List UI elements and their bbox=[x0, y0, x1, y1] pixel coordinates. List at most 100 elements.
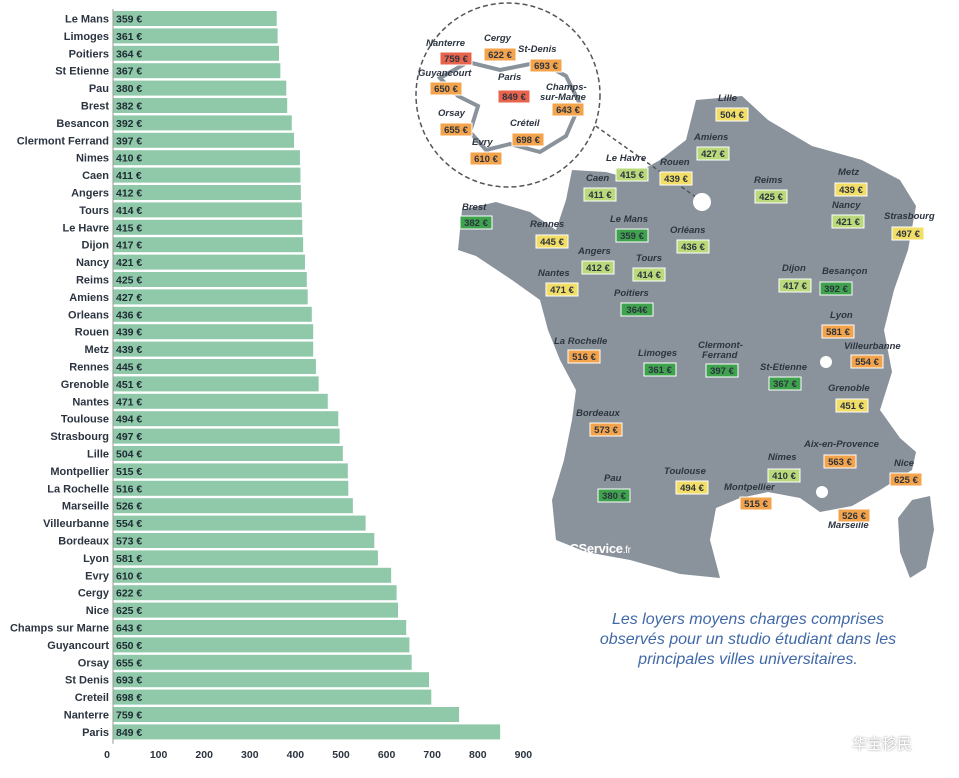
category-label: Guyancourt bbox=[47, 640, 109, 652]
price-label: 698 € bbox=[516, 135, 540, 146]
city-name: Caen bbox=[586, 173, 609, 184]
price-badge bbox=[469, 151, 503, 166]
category-label: Nimes bbox=[76, 153, 109, 165]
bar bbox=[113, 376, 319, 392]
bar bbox=[113, 202, 302, 218]
city-name: Poitiers bbox=[614, 288, 649, 299]
city-name: Bordeaux bbox=[576, 408, 621, 419]
price-badge bbox=[583, 187, 617, 202]
value-label: 849 € bbox=[116, 727, 142, 739]
value-label: 397 € bbox=[116, 135, 142, 147]
city-name: Clermont- bbox=[698, 340, 743, 351]
bar bbox=[113, 115, 292, 131]
caption-line-1: Les loyers moyens charges comprises bbox=[611, 611, 885, 628]
price-badge bbox=[834, 182, 868, 197]
price-badge bbox=[497, 89, 531, 104]
city-name: Grenoble bbox=[828, 383, 870, 394]
bar bbox=[113, 28, 278, 44]
value-label: 436 € bbox=[116, 309, 142, 321]
price-badge bbox=[821, 324, 855, 339]
city-name: St-Etienne bbox=[760, 362, 808, 373]
locservice-logo: LOCService.fr bbox=[552, 541, 631, 556]
value-label: 494 € bbox=[116, 414, 142, 426]
category-label: Le Mans bbox=[65, 14, 109, 26]
city-name: Reims bbox=[754, 175, 783, 186]
category-label: Le Havre bbox=[63, 222, 109, 234]
price-badge bbox=[511, 132, 545, 147]
category-label: Besancon bbox=[56, 118, 109, 130]
price-badge bbox=[705, 363, 739, 378]
bar bbox=[113, 11, 277, 26]
price-label: 445 € bbox=[540, 237, 564, 248]
bar bbox=[113, 446, 343, 461]
city-name: Nice bbox=[894, 458, 915, 469]
price-badge bbox=[675, 480, 709, 495]
price-badge bbox=[439, 122, 473, 137]
city-name: Limoges bbox=[638, 348, 677, 359]
value-label: 526 € bbox=[116, 501, 142, 513]
x-tick-label: 0 bbox=[104, 749, 110, 761]
category-label: Tours bbox=[79, 205, 109, 217]
value-label: 380 € bbox=[116, 83, 142, 95]
price-badge bbox=[778, 278, 812, 293]
price-badge bbox=[676, 239, 710, 254]
category-label: Limoges bbox=[64, 31, 109, 43]
value-label: 693 € bbox=[116, 675, 142, 687]
city-name: Nantes bbox=[538, 268, 570, 279]
value-label: 497 € bbox=[116, 431, 142, 443]
price-label: 397 € bbox=[710, 366, 734, 377]
price-label: 554 € bbox=[855, 357, 879, 368]
bar bbox=[113, 480, 349, 496]
value-label: 554 € bbox=[116, 518, 142, 530]
price-label: 392 € bbox=[824, 284, 848, 295]
bar bbox=[113, 602, 398, 618]
price-label: 382 € bbox=[464, 218, 488, 229]
category-label: Clermont Ferrand bbox=[17, 135, 109, 147]
city-name: Brest bbox=[462, 202, 487, 213]
bar bbox=[113, 272, 307, 287]
category-label: Rouen bbox=[75, 327, 110, 339]
price-label: 410 € bbox=[772, 471, 796, 482]
city-name: Strasbourg bbox=[884, 211, 935, 222]
price-badge bbox=[620, 302, 654, 317]
category-label: Orsay bbox=[78, 657, 110, 669]
price-badge bbox=[659, 171, 693, 186]
category-label: Nanterre bbox=[64, 710, 109, 722]
price-badge bbox=[831, 214, 865, 229]
value-label: 581 € bbox=[116, 553, 142, 565]
bar bbox=[113, 306, 312, 322]
value-label: 425 € bbox=[116, 275, 142, 287]
price-badge bbox=[567, 349, 601, 364]
price-label: 414 € bbox=[637, 270, 661, 281]
bar bbox=[113, 533, 375, 548]
city-name: Pau bbox=[604, 473, 622, 484]
city-name: Orléans bbox=[670, 225, 705, 236]
bar bbox=[113, 219, 303, 235]
inset-connector bbox=[589, 121, 701, 201]
price-badge bbox=[535, 234, 569, 249]
category-label: Grenoble bbox=[61, 379, 109, 391]
price-label: 412 € bbox=[586, 263, 610, 274]
price-label: 427 € bbox=[701, 149, 725, 160]
value-label: 359 € bbox=[116, 14, 142, 26]
bar bbox=[113, 567, 392, 583]
value-label: 382 € bbox=[116, 101, 142, 113]
x-tick-label: 600 bbox=[378, 749, 396, 761]
price-label: 425 € bbox=[759, 192, 783, 203]
category-label: Paris bbox=[82, 727, 109, 739]
city-name: Lille bbox=[718, 93, 738, 104]
bar bbox=[113, 498, 353, 514]
price-label: 439 € bbox=[664, 174, 688, 185]
city-name: Besançon bbox=[822, 266, 868, 277]
x-tick-label: 300 bbox=[241, 749, 259, 761]
price-badge bbox=[837, 508, 871, 523]
value-label: 364 € bbox=[116, 48, 142, 60]
bar bbox=[113, 654, 412, 670]
bar bbox=[113, 393, 328, 409]
city-name: Lyon bbox=[830, 310, 853, 321]
value-label: 410 € bbox=[116, 153, 142, 165]
bar bbox=[113, 324, 314, 340]
price-badge bbox=[589, 422, 623, 437]
city-name: Angers bbox=[577, 246, 611, 257]
city-name: Marseille bbox=[828, 520, 869, 531]
